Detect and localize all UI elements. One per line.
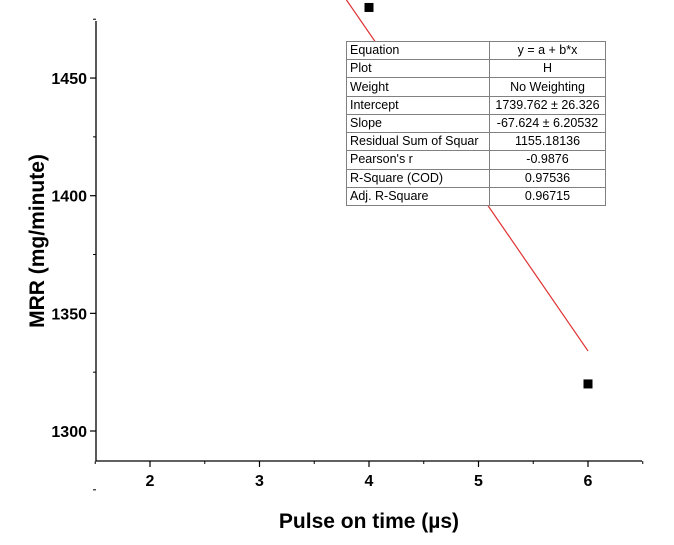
x-tick-label: 4 xyxy=(365,473,374,490)
stats-key: Slope xyxy=(346,113,490,134)
x-axis-title: Pulse on time (µs) xyxy=(279,510,459,533)
ticks: 1300135014001450150015501600165023456 xyxy=(51,18,644,491)
stats-value: 1155.18136 xyxy=(489,132,606,152)
stats-value: -67.624 ± 6.20532 xyxy=(489,113,606,134)
stats-key: R-Square (COD) xyxy=(346,168,490,188)
stats-value: y = a + b*x xyxy=(489,40,606,61)
linear-fit-line xyxy=(345,0,589,352)
stats-row: Weight No Weighting xyxy=(346,77,606,97)
stats-value: No Weighting xyxy=(489,77,606,97)
stats-value: -0.9876 xyxy=(489,150,606,170)
fit-statistics-table: Equation y = a + b*x Plot H Weight No Weighti… xyxy=(346,40,606,207)
stats-key: Intercept xyxy=(346,95,490,115)
stats-key: Plot xyxy=(346,59,490,79)
stats-key: Weight xyxy=(346,77,490,97)
y-tick-label: 1350 xyxy=(51,306,87,323)
stats-row: Intercept 1739.762 ± 26.326 xyxy=(346,95,606,115)
stats-value: 0.96715 xyxy=(489,186,606,207)
stats-key: Adj. R-Square xyxy=(346,186,490,207)
data-point xyxy=(364,2,374,12)
stats-value: 0.97536 xyxy=(489,168,606,188)
y-axis-title: MRR (mg/minute) xyxy=(26,154,49,328)
stats-value: 1739.762 ± 26.326 xyxy=(489,95,606,115)
stats-row: Equation y = a + b*x xyxy=(346,40,606,61)
stats-row: Pearson's r -0.9876 xyxy=(346,150,606,170)
stats-row: Residual Sum of Squar 1155.18136 xyxy=(346,132,606,152)
stats-value: H xyxy=(489,59,606,79)
stats-key: Equation xyxy=(346,40,490,61)
x-tick-label: 3 xyxy=(255,473,264,490)
stats-row: Slope -67.624 ± 6.20532 xyxy=(346,113,606,134)
x-tick-label: 5 xyxy=(474,473,483,490)
stats-row: R-Square (COD) 0.97536 xyxy=(346,168,606,188)
stats-key: Pearson's r xyxy=(346,150,490,170)
stats-row: Plot H xyxy=(346,59,606,79)
y-tick-label: 1400 xyxy=(51,189,87,206)
y-tick-label: 1450 xyxy=(51,71,87,88)
x-tick-label: 6 xyxy=(584,473,593,490)
stats-key: Residual Sum of Squar xyxy=(346,132,490,152)
stats-row: Adj. R-Square 0.96715 xyxy=(346,186,606,207)
y-tick-label: 1300 xyxy=(51,424,87,441)
x-tick-label: 2 xyxy=(146,473,155,490)
data-point xyxy=(583,379,593,389)
fit-line-group xyxy=(345,0,589,352)
